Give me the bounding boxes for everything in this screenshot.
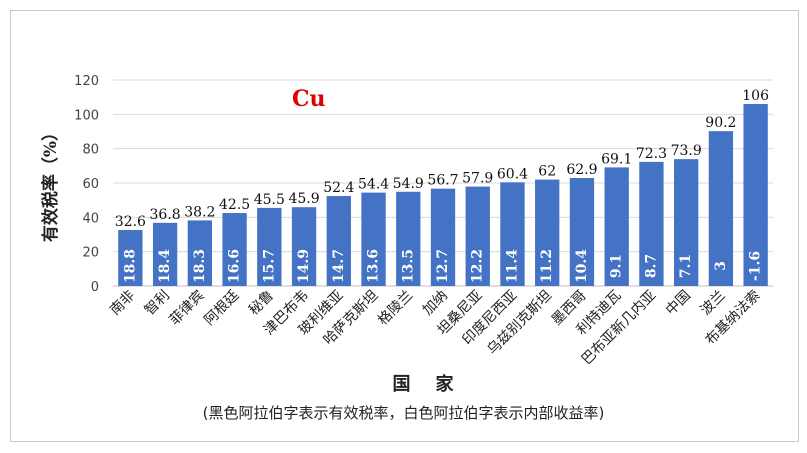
data-label-irr: 12.7 [435, 249, 451, 283]
data-label-effective-rate: 90.2 [705, 115, 736, 131]
y-axis-label: 有效税率（%） [40, 124, 61, 242]
data-label-irr: -1.6 [748, 251, 764, 281]
data-label-irr: 12.2 [470, 249, 486, 283]
x-tick-label: 加纳 [420, 288, 451, 319]
data-label-irr: 9.1 [609, 254, 625, 278]
data-label-irr: 13.5 [400, 249, 416, 283]
data-label-irr: 16.6 [227, 249, 243, 283]
bar [291, 207, 317, 286]
x-tick-label: 阿根廷 [201, 288, 242, 329]
data-label-irr: 14.7 [331, 249, 347, 283]
y-tick-label: 80 [82, 143, 99, 158]
data-label-effective-rate: 52.4 [323, 180, 354, 196]
data-label-effective-rate: 45.9 [288, 191, 319, 207]
x-tick-label: 格陵兰 [375, 288, 416, 329]
data-label-effective-rate: 73.9 [671, 143, 702, 159]
data-label-effective-rate: 56.7 [427, 173, 458, 189]
bar [500, 182, 525, 286]
x-tick-label: 南非 [107, 288, 138, 319]
y-tick-label: 0 [91, 280, 99, 295]
y-tick-label: 100 [74, 108, 99, 123]
bar [430, 188, 456, 286]
element-annotation: Cu [292, 86, 326, 112]
data-label-irr: 11.4 [504, 249, 520, 283]
bar [361, 192, 386, 286]
data-label-irr: 8.7 [643, 254, 659, 278]
data-label-irr: 15.7 [261, 249, 277, 283]
x-axis-label: 国 家 [392, 373, 454, 395]
data-label-irr: 7.1 [678, 254, 694, 278]
data-labels: 32.6 18.8 36.8 18.4 38.2 18.3 42.5 16.6 45.5 15.7… [115, 88, 769, 283]
bars [118, 104, 768, 287]
bar [569, 178, 595, 286]
x-tick-label: 中国 [663, 288, 694, 319]
y-tick-labels: 0 20 40 60 80 100 120 [74, 74, 99, 295]
bar [152, 222, 178, 286]
bar [639, 161, 664, 286]
data-label-effective-rate: 45.5 [254, 192, 285, 208]
data-label-effective-rate: 54.4 [358, 177, 389, 193]
bar [222, 213, 247, 286]
y-tick-label: 40 [82, 211, 99, 226]
data-label-irr: 18.3 [192, 249, 208, 283]
data-label-effective-rate: 72.3 [636, 146, 667, 162]
bar [118, 230, 143, 286]
data-label-effective-rate: 38.2 [184, 204, 215, 220]
data-label-effective-rate: 69.1 [601, 151, 632, 167]
data-label-irr: 18.4 [157, 249, 173, 283]
data-label-effective-rate: 36.8 [150, 207, 181, 223]
bar [187, 220, 212, 286]
y-tick-label: 120 [74, 74, 99, 89]
bar [674, 159, 699, 286]
data-label-effective-rate: 57.9 [462, 171, 493, 187]
data-label-effective-rate: 106 [742, 88, 769, 104]
x-tick-label: 秘鲁 [246, 288, 277, 319]
bar [604, 167, 629, 286]
data-label-irr: 13.6 [366, 249, 382, 283]
bar [396, 191, 421, 286]
data-label-effective-rate: 54.9 [393, 176, 424, 192]
data-label-effective-rate: 62 [538, 164, 556, 180]
data-label-irr: 14.9 [296, 249, 312, 283]
x-tick-label: 智利 [142, 288, 173, 319]
bar [535, 179, 560, 286]
data-label-effective-rate: 32.6 [115, 214, 146, 230]
bar [257, 207, 282, 286]
y-tick-label: 60 [82, 177, 99, 192]
bar [743, 104, 768, 287]
x-tick-label: 波兰 [698, 288, 729, 319]
bar [465, 186, 490, 286]
y-tick-label: 20 [82, 246, 99, 261]
footnote: (黑色阿拉伯字表示有效税率，白色阿拉伯字表示内部收益率) [202, 404, 605, 422]
x-tick-label: 菲律宾 [167, 288, 208, 329]
data-label-effective-rate: 62.9 [566, 162, 597, 178]
data-label-irr: 11.2 [539, 249, 555, 283]
data-label-effective-rate: 60.4 [497, 166, 528, 182]
data-label-irr: 3 [713, 261, 729, 271]
bar [326, 196, 351, 286]
data-label-effective-rate: 42.5 [219, 197, 250, 213]
data-label-irr: 10.4 [574, 249, 590, 283]
data-label-irr: 18.8 [122, 249, 138, 283]
bar [708, 131, 734, 286]
